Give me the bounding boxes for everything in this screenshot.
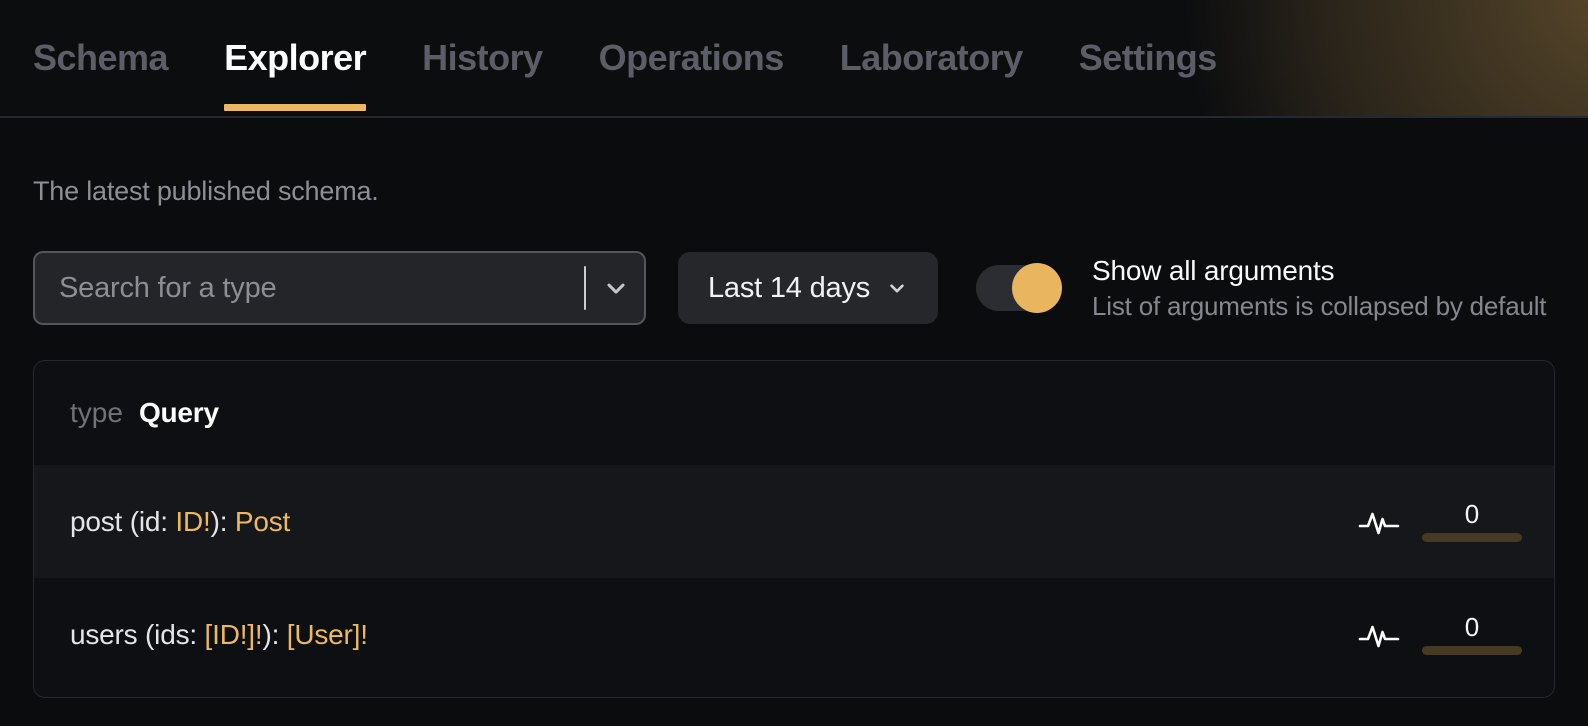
activity-pulse-icon[interactable] (1358, 507, 1400, 537)
chevron-down-icon (886, 277, 908, 299)
toggle-title: Show all arguments (1092, 255, 1335, 286)
nav-tabs: Schema Explorer History Operations Laborator… (0, 0, 1588, 116)
controls-row: Search for a type Last 14 days Show all … (33, 251, 1555, 325)
tab-label: Schema (33, 37, 169, 78)
field-stats: 0 (1358, 501, 1522, 542)
type-card-header: type Query (34, 361, 1554, 465)
field-text-segment: post (id: (70, 505, 176, 537)
toggle-description: List of arguments is collapsed by defaul… (1092, 291, 1547, 321)
tab-label: Laboratory (839, 37, 1024, 78)
explorer-page: The latest published schema. Search for … (0, 176, 1588, 698)
field-text-segment: ): (262, 618, 287, 650)
field-row[interactable]: users (ids: [ID!]!): [User]! 0 (34, 578, 1554, 691)
field-type-segment: [ID!]! (204, 618, 263, 650)
active-tab-underline (224, 104, 367, 111)
tab-history[interactable]: History (422, 0, 543, 116)
field-type-segment: ID! (175, 505, 211, 537)
type-kind-label: type (70, 397, 123, 428)
field-stats: 0 (1358, 614, 1522, 655)
toggle-knob (1012, 263, 1063, 313)
top-navigation: Schema Explorer History Operations Laborator… (0, 0, 1588, 118)
date-range-dropdown[interactable]: Last 14 days (678, 252, 939, 324)
date-range-label: Last 14 days (708, 271, 871, 304)
tab-schema[interactable]: Schema (33, 0, 169, 116)
usage-stat: 0 (1422, 614, 1522, 655)
type-search-combobox[interactable]: Search for a type (33, 251, 646, 325)
page-subtitle: The latest published schema. (33, 176, 379, 206)
field-type-segment: [User]! (286, 618, 368, 650)
tab-label: Settings (1078, 37, 1218, 78)
tab-explorer[interactable]: Explorer (224, 0, 367, 116)
tab-operations[interactable]: Operations (598, 0, 785, 116)
type-name: Query (138, 397, 219, 428)
activity-pulse-icon[interactable] (1358, 620, 1400, 650)
chevron-down-icon[interactable] (602, 274, 630, 302)
field-list: post (id: ID!): Post 0 users (ids: [ID!]!)… (34, 465, 1554, 691)
usage-bar (1422, 646, 1522, 655)
schema-type-card: type Query post (id: ID!): Post 0 users (i… (33, 360, 1555, 698)
field-signature: users (ids: [ID!]!): [User]! (70, 619, 1358, 651)
tab-label: Operations (598, 37, 785, 78)
tab-laboratory[interactable]: Laboratory (839, 0, 1024, 116)
field-type-segment: Post (234, 505, 291, 537)
search-input[interactable]: Search for a type (59, 271, 277, 304)
usage-count: 0 (1464, 612, 1480, 642)
combobox-divider (584, 266, 586, 310)
field-signature: post (id: ID!): Post (70, 506, 1358, 538)
field-text-segment: users (ids: (70, 618, 205, 650)
usage-count: 0 (1464, 499, 1480, 529)
usage-stat: 0 (1422, 501, 1522, 542)
toggle-labels: Show all arguments List of arguments is … (1092, 254, 1546, 322)
field-row[interactable]: post (id: ID!): Post 0 (34, 465, 1554, 578)
tab-label: Explorer (224, 37, 367, 78)
tab-settings[interactable]: Settings (1078, 0, 1218, 116)
tab-label: History (422, 37, 543, 78)
usage-bar (1422, 533, 1522, 542)
show-all-arguments-toggle[interactable] (976, 263, 1063, 313)
field-text-segment: ): (210, 505, 235, 537)
